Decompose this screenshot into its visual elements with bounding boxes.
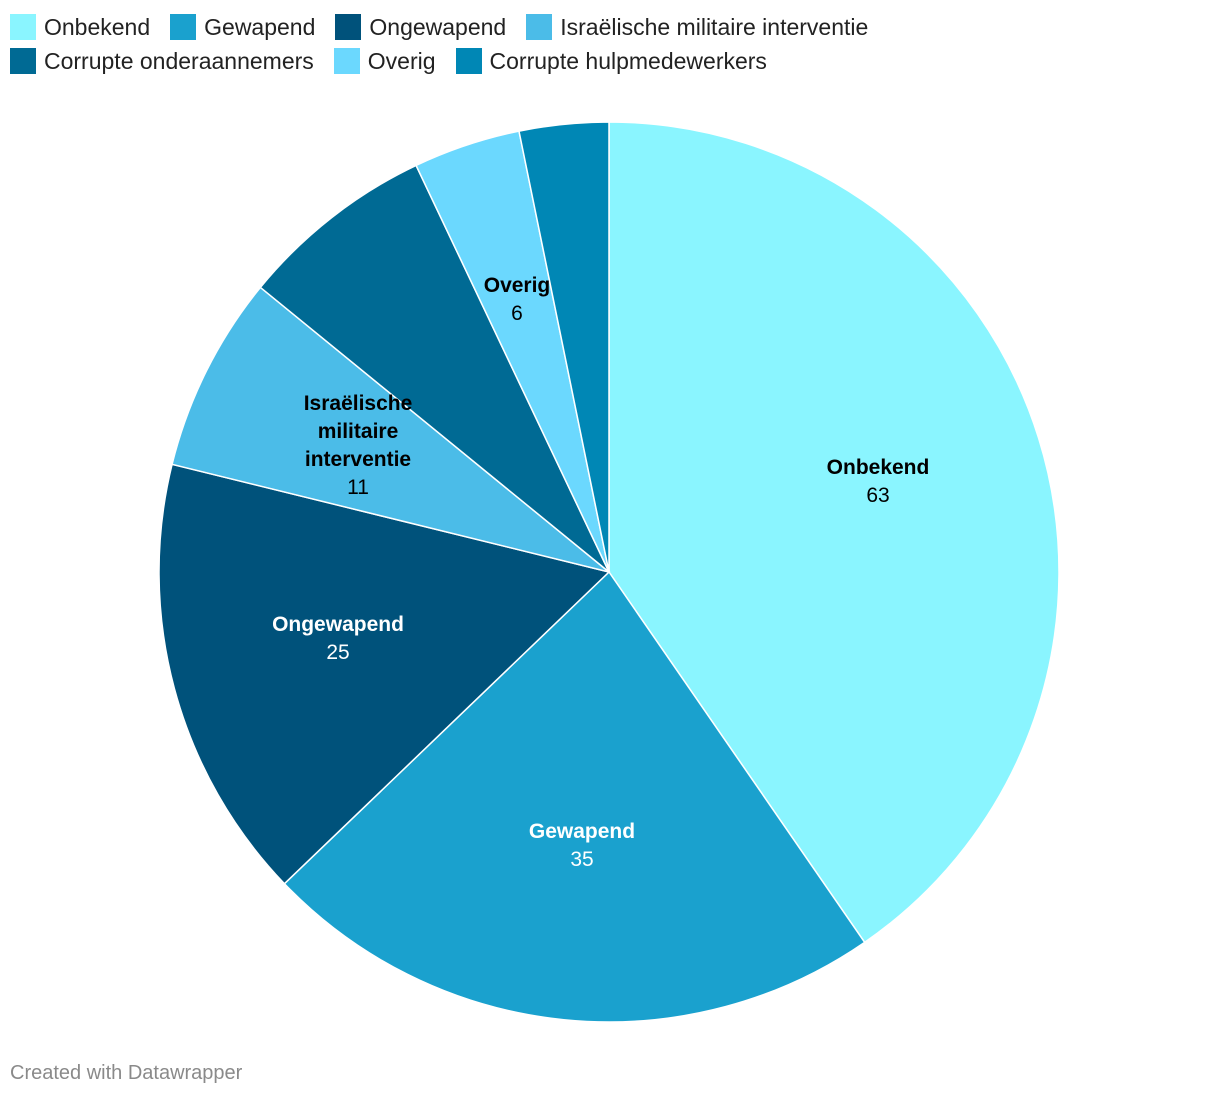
legend-item: Gewapend: [170, 10, 315, 44]
pie-slice: [259, 164, 610, 573]
slice-label: Overig 6: [484, 274, 551, 325]
slice-label: Onbekend 63: [827, 456, 930, 507]
pie-slice: [171, 286, 610, 573]
slice-label: Israëlische militaire interventie 11: [304, 392, 413, 499]
legend-swatch: [335, 14, 362, 40]
slice-label: Gewapend 35: [529, 820, 635, 871]
legend-label: Corrupte hulpmedewerkers: [489, 48, 767, 74]
legend-label: Onbekend: [44, 14, 151, 40]
legend-item: Corrupte hulpmedewerkers: [455, 44, 767, 78]
pie-slice: [518, 121, 610, 573]
legend-item: Onbekend: [10, 10, 150, 44]
legend-label: Overig: [367, 48, 436, 74]
legend-item: Ongewapend: [335, 10, 506, 44]
legend-label: Israëlische militaire interventie: [560, 14, 869, 40]
credit-text: Created with Datawrapper: [10, 1062, 243, 1084]
slice-label: Ongewapend 25: [272, 613, 404, 664]
legend-item: Corrupte onderaannemers: [10, 44, 314, 78]
legend-swatch: [526, 14, 553, 40]
legend-swatch: [170, 14, 197, 40]
legend-item: Overig: [333, 44, 436, 78]
legend-label: Ongewapend: [369, 14, 507, 40]
legend-swatch: [10, 48, 36, 74]
legend-swatch: [10, 14, 36, 40]
pie-slice: [158, 463, 611, 885]
legend-label: Gewapend: [204, 14, 316, 40]
legend-label: Corrupte onderaannemers: [44, 48, 314, 74]
legend-swatch: [333, 48, 360, 74]
legend-swatch: [455, 48, 482, 74]
legend-item: Israëlische militaire interventie: [526, 10, 868, 44]
pie-slice: [608, 121, 1060, 944]
pie-slice: [283, 570, 866, 1023]
chart-legend: Onbekend Gewapend Ongewapend Israëlische mi…: [10, 10, 1190, 78]
